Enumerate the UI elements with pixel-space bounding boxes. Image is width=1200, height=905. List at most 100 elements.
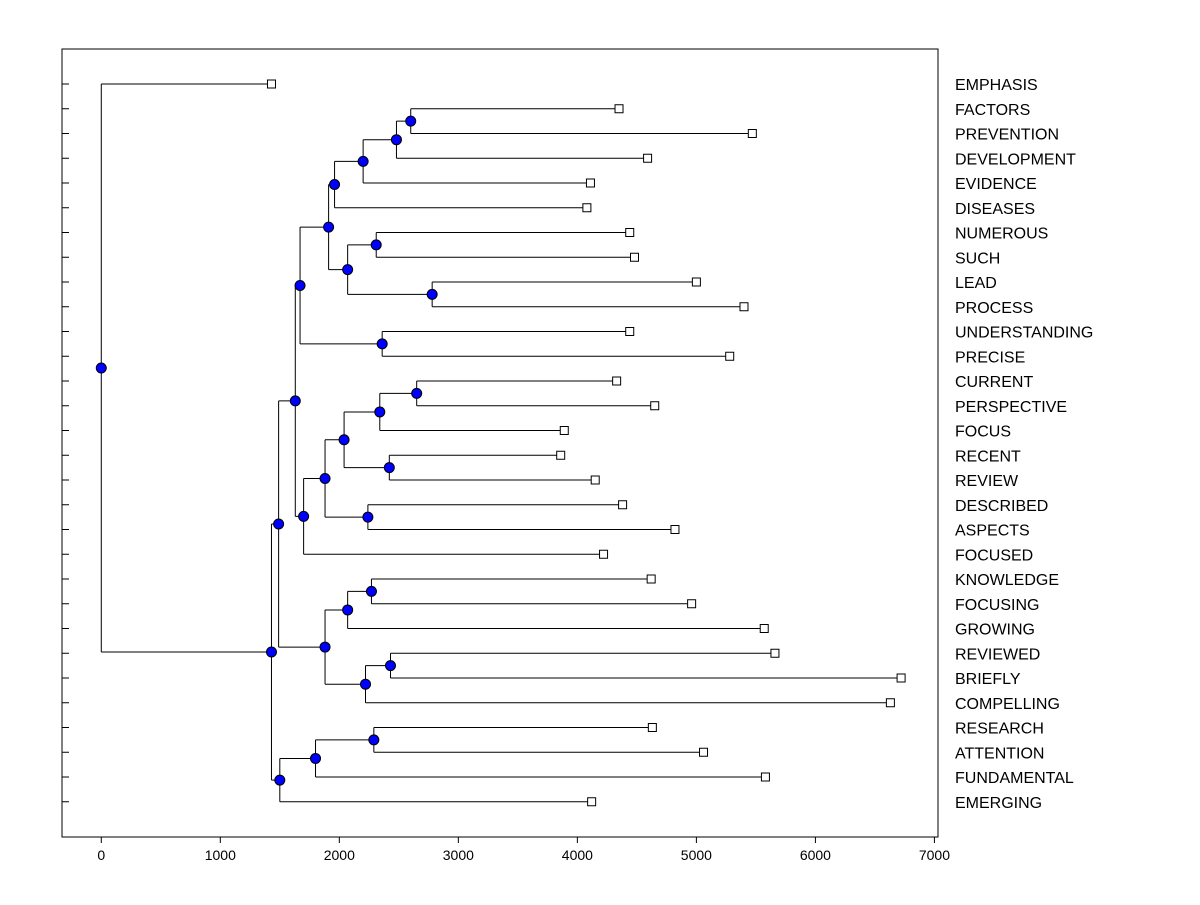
leaf-label: LEAD (955, 275, 997, 292)
leaf-label: COMPELLING (955, 696, 1060, 713)
leaf-marker (647, 723, 657, 732)
leaf-label: GROWING (955, 622, 1035, 639)
leaf-label: DESCRIBED (955, 498, 1048, 515)
leaf-marker (646, 574, 656, 584)
leaf-label: PRECISE (955, 349, 1025, 366)
merge-node (294, 279, 306, 291)
leaf-marker (687, 599, 697, 609)
leaf-label: SUCH (955, 250, 1000, 267)
leaf-marker (629, 252, 639, 262)
leaf-marker (747, 129, 757, 138)
merge-node (362, 511, 374, 523)
leaf-marker (670, 525, 680, 534)
leaf-marker (650, 401, 660, 411)
merge-node (385, 660, 396, 672)
merge-node (95, 362, 107, 374)
leaf-marker (599, 549, 609, 559)
leaf-marker (612, 376, 622, 386)
leaf-marker (618, 500, 628, 510)
plot-frame (61, 48, 939, 838)
merge-node (368, 734, 380, 746)
x-tick-label: 5000 (681, 847, 712, 863)
merge-node (342, 604, 354, 616)
merge-node (426, 288, 438, 300)
leaf-labels: EMPHASIS FACTORS PREVENTION DEVELOPMENT EVID… (955, 77, 1093, 812)
merge-node (383, 462, 395, 474)
merge-node (370, 239, 382, 251)
leaf-label: NUMEROUS (955, 226, 1048, 243)
leaf-marker (559, 426, 569, 435)
leaf-marker (739, 302, 749, 312)
leaf-marker (725, 351, 735, 361)
leaf-marker (885, 698, 895, 708)
leaf-label: RESEARCH (955, 721, 1044, 738)
leaf-marker (582, 203, 592, 213)
leaf-marker (266, 79, 276, 89)
leaf-label: PROCESS (955, 300, 1033, 317)
leaf-label: PERSPECTIVE (955, 399, 1067, 416)
leaf-marker (770, 648, 780, 658)
leaf-label: EMERGING (955, 795, 1042, 812)
merge-node (365, 585, 377, 597)
leaf-marker (587, 797, 597, 807)
leaf-label: REVIEW (955, 473, 1019, 490)
leaf-label: DISEASES (955, 201, 1035, 218)
leaf-label: FOCUS (955, 424, 1011, 441)
leaf-marker (625, 228, 635, 237)
leaf-label: FUNDAMENTAL (955, 770, 1074, 787)
merge-node (273, 518, 285, 530)
leaf-label: PREVENTION (955, 127, 1059, 144)
leaf-label: RECENT (955, 448, 1021, 465)
leaf-marker (691, 277, 701, 287)
leaf-marker (759, 624, 769, 633)
merge-node (274, 774, 286, 786)
x-tick-label: 0 (97, 847, 105, 863)
x-tick-label: 2000 (324, 847, 355, 863)
merge-node (289, 395, 301, 407)
merge-node (411, 387, 423, 399)
leaf-label: ASPECTS (955, 523, 1030, 540)
leaf-marker (760, 772, 770, 782)
leaf-label: ATTENTION (955, 745, 1044, 762)
merge-node (265, 646, 277, 658)
leaf-label: DEVELOPMENT (955, 151, 1076, 168)
merge-node (319, 641, 331, 653)
merge-node (329, 179, 341, 191)
merge-node (390, 134, 402, 146)
merge-node (338, 434, 350, 446)
merge-node (342, 264, 354, 276)
leaf-label: FOCUSING (955, 597, 1039, 614)
dendrogram-leaves (266, 79, 906, 807)
merge-node (323, 221, 335, 233)
leaf-marker (699, 747, 709, 757)
merge-node (405, 115, 417, 127)
leaf-label: EMPHASIS (955, 77, 1038, 94)
leaf-label: EVIDENCE (955, 176, 1037, 193)
dendrogram-nodes (95, 115, 438, 786)
merge-node (310, 752, 322, 764)
x-tick-label: 4000 (562, 847, 593, 863)
axis-ticks: 0 1000 2000 3000 4000 5000 6000 7000 (62, 83, 950, 863)
leaf-label: KNOWLEDGE (955, 572, 1059, 589)
merge-node (376, 338, 388, 350)
leaf-label: UNDERSTANDING (955, 325, 1093, 342)
x-tick-label: 3000 (443, 847, 474, 863)
leaf-label: FACTORS (955, 102, 1030, 119)
merge-node (374, 406, 386, 418)
leaf-marker (643, 153, 653, 163)
leaf-label: FOCUSED (955, 547, 1033, 564)
leaf-marker (614, 104, 624, 114)
leaf-marker (556, 450, 566, 460)
leaf-marker (625, 327, 635, 336)
leaf-marker (585, 178, 595, 188)
merge-node (357, 155, 369, 167)
merge-node (298, 510, 310, 522)
leaf-marker (590, 475, 600, 485)
dendrogram-links (100, 83, 902, 803)
merge-node (360, 678, 372, 690)
leaf-label: CURRENT (955, 374, 1033, 391)
leaf-marker (896, 673, 906, 683)
merge-node (319, 472, 331, 484)
